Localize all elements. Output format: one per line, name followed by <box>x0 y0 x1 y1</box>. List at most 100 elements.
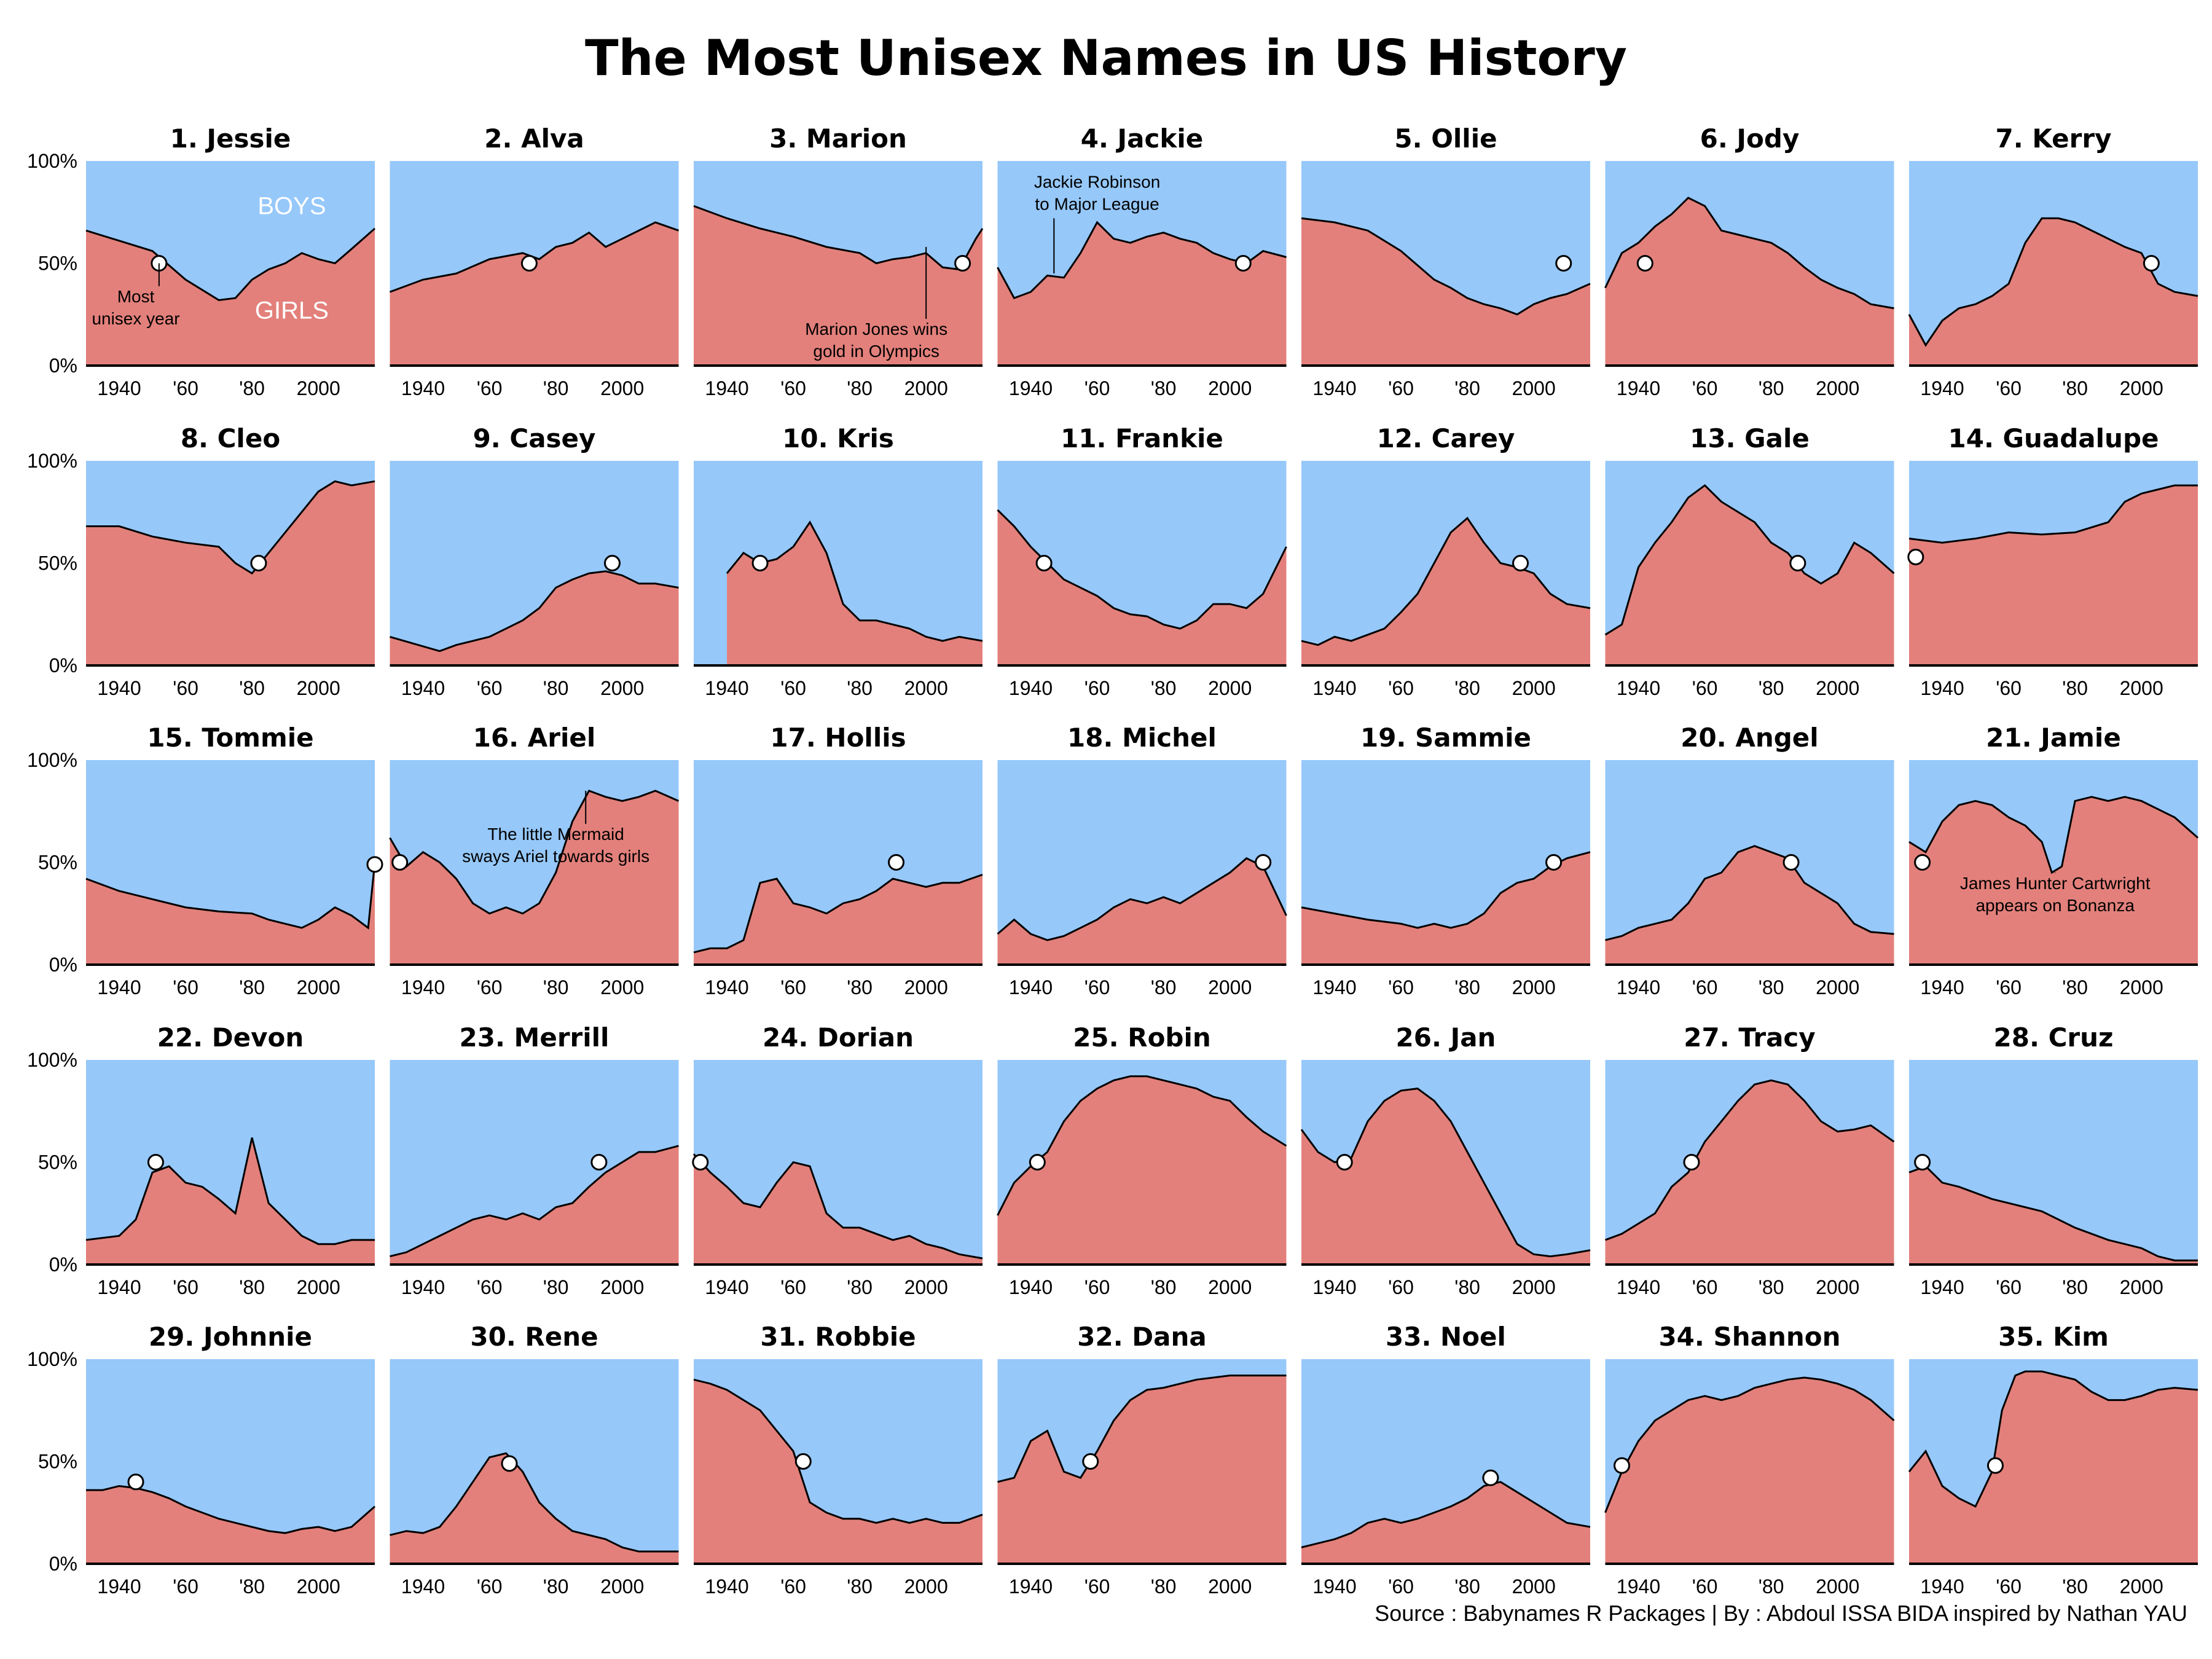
girls-area <box>1909 218 2198 366</box>
panel-jackie: 4. Jackie 1940 '60 '80 2000 <box>997 124 1287 399</box>
panel-alva: 2. Alva 1940 '60 '80 2000 <box>389 124 679 399</box>
unisex-year-marker <box>501 1455 518 1472</box>
x-tick-label: '60 <box>780 377 806 399</box>
girls-area <box>1605 197 1894 366</box>
panel-title: 29. Johnnie <box>149 1322 312 1352</box>
panel-kris: 10. Kris 1940 '60 '80 2000 <box>694 423 983 699</box>
x-tick-label: '60 <box>173 377 198 399</box>
x-tick-label: '60 <box>1692 377 1718 399</box>
y-tick-label: 100% <box>27 749 77 771</box>
source-caption: Source : Babynames R Packages | By : Abd… <box>1375 1601 2187 1626</box>
panel-title: 14. Guadalupe <box>1948 423 2159 453</box>
x-tick-label: 2000 <box>1512 377 1556 399</box>
girls-area <box>694 1379 982 1564</box>
x-tick-label: 2000 <box>297 976 340 998</box>
x-tick-label: '80 <box>1151 1276 1177 1298</box>
panel-title: 8. Cleo <box>181 423 280 453</box>
unisex-year-marker <box>1914 1154 1931 1171</box>
share-line <box>997 1375 1287 1483</box>
unisex-year-marker <box>1512 555 1529 571</box>
unisex-year-marker <box>520 255 538 272</box>
panel-title: 31. Robbie <box>760 1322 916 1352</box>
share-line <box>1605 845 1894 941</box>
x-tick-label: 1940 <box>705 377 748 399</box>
x-tick-label: '60 <box>1996 377 2022 399</box>
x-tick-label: '80 <box>1151 976 1177 998</box>
x-tick-label: 1940 <box>1617 1575 1660 1598</box>
x-tick-label: 2000 <box>297 677 340 699</box>
share-line <box>997 857 1287 941</box>
x-tick-label: 1940 <box>97 677 141 699</box>
panel-shannon: 34. Shannon 1940 '60 '80 2000 <box>1604 1322 1895 1598</box>
panel-carey: 12. Carey 1940 '60 '80 2000 <box>1301 423 1591 699</box>
x-tick-label: 1940 <box>705 976 748 998</box>
x-tick-label: 1940 <box>401 1276 445 1298</box>
x-tick-label: 2000 <box>904 976 948 998</box>
y-tick-label: 0% <box>49 1253 77 1276</box>
annotation-text: sways Ariel towards girls <box>462 847 649 866</box>
y-tick-label: 0% <box>49 654 77 677</box>
x-tick-label: 2000 <box>297 377 340 399</box>
x-tick-label: '60 <box>1692 976 1718 998</box>
girls-area <box>1301 1481 1590 1564</box>
x-tick-label: 2000 <box>600 377 644 399</box>
x-tick-label: 2000 <box>1208 976 1252 998</box>
panel-title: 19. Sammie <box>1360 723 1531 753</box>
panel-casey: 9. Casey 1940 '60 '80 2000 <box>390 423 679 699</box>
girls-area <box>390 222 679 366</box>
annotation: Jackie Robinson to Major League <box>1034 172 1160 274</box>
x-tick-label: 1940 <box>1920 377 1964 399</box>
girls-area <box>1909 1371 2198 1564</box>
panel-tracy: 27. Tracy 1940 '60 '80 2000 <box>1604 1022 1895 1298</box>
unisex-year-marker <box>1035 555 1053 571</box>
panel-title: 3. Marion <box>769 124 907 154</box>
panel-gale: 13. Gale 1940 '60 '80 2000 <box>1604 423 1895 699</box>
share-line <box>1908 217 2198 347</box>
girls-area <box>390 790 679 965</box>
girls-area <box>997 222 1287 366</box>
unisex-year-marker <box>2143 255 2160 272</box>
annotation-text: Most <box>117 287 155 306</box>
panel-title: 28. Cruz <box>1994 1022 2114 1053</box>
page-title: The Most Unisex Names in US History <box>584 29 1628 87</box>
x-tick-label: '80 <box>847 1575 873 1598</box>
x-tick-label: '80 <box>1759 976 1784 998</box>
unisex-year-marker <box>1482 1469 1499 1486</box>
panel-robbie: 31. Robbie 1940 '60 '80 2000 <box>693 1322 983 1598</box>
x-tick-label: '60 <box>173 1276 198 1298</box>
girls-label: GIRLS <box>255 297 329 324</box>
girls-area <box>1909 796 2198 965</box>
unisex-year-marker <box>250 555 267 571</box>
girls-area <box>1909 485 2198 665</box>
y-tick-label: 50% <box>38 1151 77 1174</box>
x-tick-label: '80 <box>239 1276 265 1298</box>
panel-title: 1. Jessie <box>170 124 291 154</box>
x-tick-label: 1940 <box>97 377 141 399</box>
panel-cruz: 28. Cruz 1940 '60 '80 2000 <box>1908 1022 2198 1298</box>
x-tick-label: '80 <box>543 377 569 399</box>
x-tick-label: '60 <box>1084 377 1110 399</box>
unisex-year-marker <box>1636 255 1653 272</box>
unisex-year-marker <box>366 856 383 873</box>
panel-title: 33. Noel <box>1386 1322 1506 1352</box>
share-line <box>693 205 984 271</box>
share-line <box>85 1137 375 1245</box>
x-tick-label: '60 <box>477 1575 503 1598</box>
x-tick-label: '80 <box>1454 1276 1480 1298</box>
share-line <box>693 874 983 954</box>
panel-title: 16. Ariel <box>473 723 596 753</box>
x-tick-label: '80 <box>543 976 569 998</box>
panel-jamie: 21. Jamie 1940 '60 '80 2000 <box>1908 723 2198 998</box>
annotation-text: unisex year <box>92 309 179 328</box>
y-tick-label: 50% <box>38 1451 77 1473</box>
x-tick-label: 1940 <box>705 1276 748 1298</box>
x-tick-label: '80 <box>1151 377 1177 399</box>
panel-rene: 30. Rene 1940 '60 '80 2000 <box>390 1322 679 1598</box>
share-line <box>1908 484 2198 544</box>
girls-area <box>727 522 982 665</box>
share-line <box>1301 217 1591 316</box>
share-line <box>1908 796 2198 874</box>
unisex-year-marker <box>391 854 409 871</box>
x-tick-label: 1940 <box>1617 677 1660 699</box>
x-tick-label: '80 <box>2062 677 2088 699</box>
